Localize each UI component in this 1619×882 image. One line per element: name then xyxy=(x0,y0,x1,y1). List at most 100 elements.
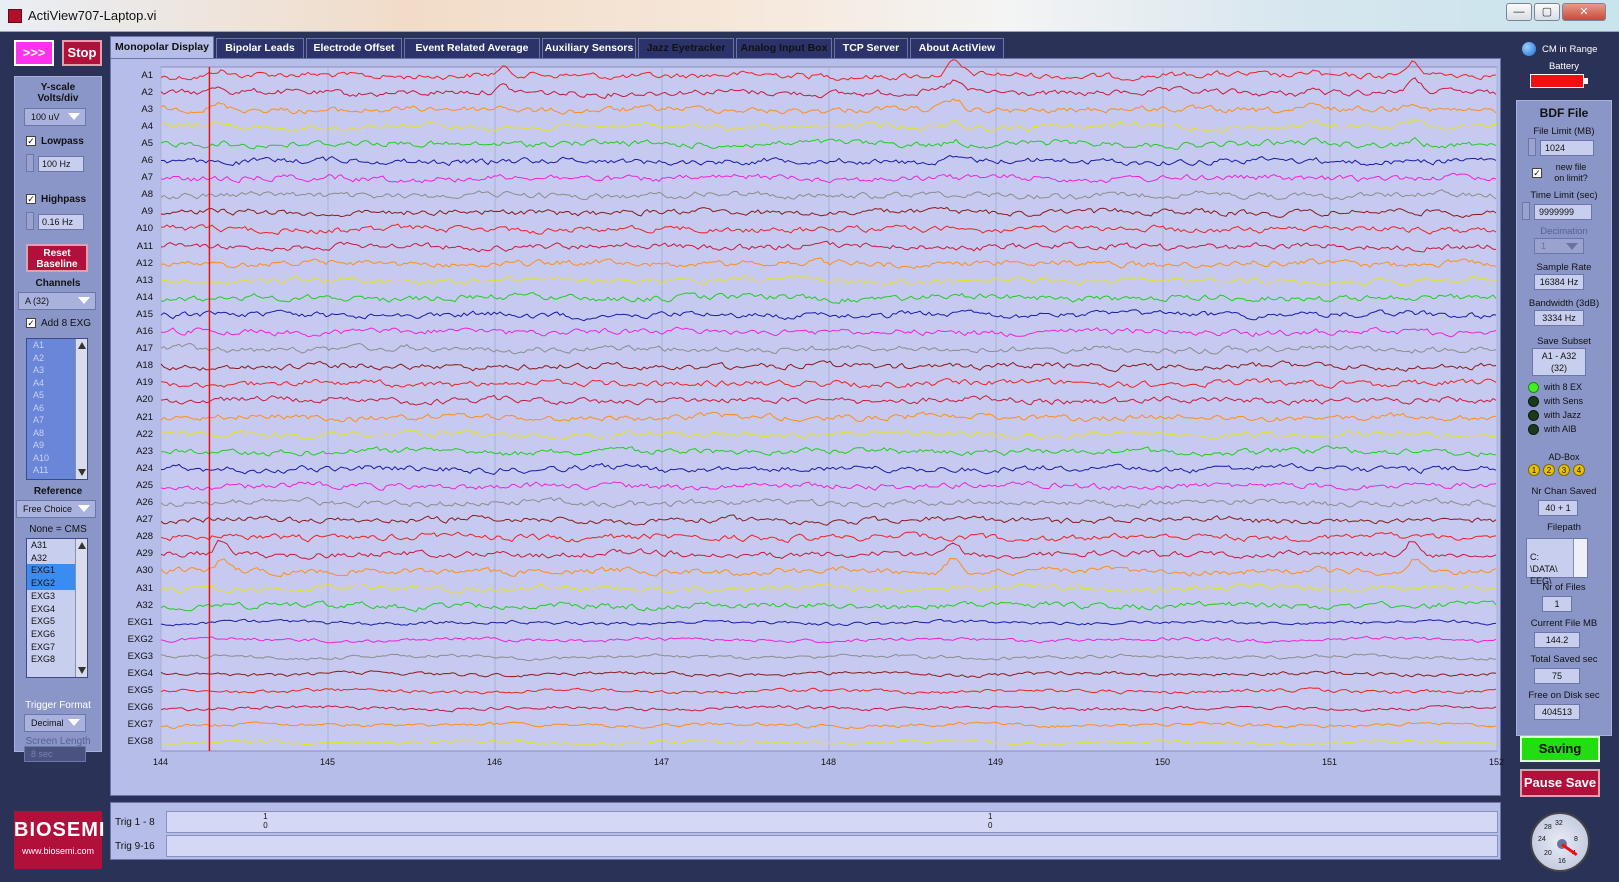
reference-list-scrollbar[interactable] xyxy=(75,539,87,677)
add-exg-checkbox[interactable]: ✓ xyxy=(26,318,36,328)
start-button[interactable]: >>> xyxy=(14,40,54,66)
speed-dial[interactable]: 328162428204 xyxy=(1530,812,1590,872)
minimize-button[interactable]: — xyxy=(1506,3,1532,21)
channel-label: EXG3 xyxy=(127,650,153,662)
battery-indicator xyxy=(1530,74,1588,88)
reference-list-item[interactable]: EXG3 xyxy=(31,590,56,601)
eeg-plot-area: A1 A2 A3 A4 A5 A6 A7 A8 A9 A10 A11 A12 A13 A14 A15 A16 A… xyxy=(110,58,1504,796)
reference-list-item[interactable]: A31 xyxy=(31,540,48,550)
x-tick-label: 146 xyxy=(487,757,503,767)
trace-a31 xyxy=(160,583,1497,594)
tab-auxiliary-sensors[interactable]: Auxiliary Sensors xyxy=(542,38,636,58)
channels-select[interactable]: A (32) xyxy=(18,292,96,310)
lowpass-stepper[interactable] xyxy=(26,154,34,172)
reference-list-item[interactable]: EXG6 xyxy=(31,628,56,639)
save-subset-label: Save Subset xyxy=(1537,336,1591,347)
channel-list-item[interactable]: A5 xyxy=(33,390,45,400)
trigger-marker-bottom: 0 xyxy=(263,821,268,830)
tab-analog-input-box[interactable]: Analog Input Box xyxy=(736,38,832,58)
reference-list-item[interactable]: EXG5 xyxy=(31,616,56,627)
filepath-scrollbar[interactable] xyxy=(1573,539,1587,577)
trace-a30 xyxy=(160,557,1497,578)
channel-list-item[interactable]: A11 xyxy=(33,465,49,475)
total-saved-value: 75 xyxy=(1534,668,1580,684)
reference-list-item[interactable]: EXG7 xyxy=(31,641,56,652)
reference-list-item[interactable]: EXG2 xyxy=(27,577,87,590)
scroll-up-icon[interactable] xyxy=(78,342,86,349)
reference-list-item[interactable]: A32 xyxy=(31,552,48,563)
reference-list-item[interactable]: EXG8 xyxy=(31,654,56,665)
scroll-down-icon[interactable] xyxy=(78,667,86,674)
file-limit-stepper[interactable] xyxy=(1528,138,1536,156)
app-icon xyxy=(8,9,22,23)
lowpass-input[interactable]: 100 Hz xyxy=(38,156,84,172)
tab-about-actiview[interactable]: About ActiView xyxy=(910,38,1004,58)
adbox-indicator: 1 xyxy=(1528,464,1540,476)
time-limit-input[interactable]: 9999999 xyxy=(1534,204,1592,220)
trace-a18 xyxy=(160,360,1497,373)
channel-list-item[interactable]: A1 xyxy=(33,340,45,350)
trace-a29 xyxy=(160,539,1497,560)
pause-save-button[interactable]: Pause Save xyxy=(1520,769,1600,797)
file-limit-input[interactable]: 1024 xyxy=(1540,140,1594,156)
channel-list-scrollbar[interactable] xyxy=(75,339,87,479)
x-tick-label: 145 xyxy=(320,757,336,767)
lowpass-checkbox[interactable]: ✓ xyxy=(26,136,36,146)
channel-label: A1 xyxy=(141,69,153,81)
highpass-input[interactable]: 0.16 Hz xyxy=(38,214,84,230)
channel-list-item[interactable]: A2 xyxy=(33,352,45,363)
trace-a17 xyxy=(160,342,1497,355)
trigger-format-select[interactable]: Decimal xyxy=(24,714,86,732)
channel-listbox[interactable]: A1 A2 A3 A4 A5 A6 A7 A8 A9 A10 A11 xyxy=(26,338,88,480)
channel-list-item[interactable]: A7 xyxy=(33,415,45,425)
reset-baseline-button[interactable]: Reset Baseline xyxy=(26,244,88,272)
channel-list-item[interactable]: A4 xyxy=(33,377,45,388)
total-saved-label: Total Saved sec xyxy=(1530,654,1598,665)
channel-label: A18 xyxy=(136,360,153,372)
channel-list-item[interactable]: A6 xyxy=(33,402,45,413)
tab-bipolar-leads[interactable]: Bipolar Leads xyxy=(216,38,304,58)
reference-listbox[interactable]: A31 A32 EXG1 EXG2 EXG3 EXG4 EXG5 EXG6 EXG7 EXG8 xyxy=(26,538,88,678)
channel-list-item[interactable]: A3 xyxy=(33,365,45,375)
reference-list-item[interactable]: EXG1 xyxy=(27,564,87,578)
with-led-label: with 8 EX xyxy=(1544,382,1583,392)
save-subset-select[interactable]: A1 - A32 (32) xyxy=(1532,348,1586,376)
time-limit-stepper[interactable] xyxy=(1522,202,1530,220)
highpass-checkbox[interactable]: ✓ xyxy=(26,194,36,204)
new-file-checkbox[interactable]: ✓ xyxy=(1532,168,1542,178)
current-mb-value: 144.2 xyxy=(1534,632,1580,648)
screen-length-select: 8 sec xyxy=(24,746,86,762)
stop-button[interactable]: Stop xyxy=(62,40,102,66)
trace-exg8 xyxy=(160,738,1497,747)
trace-a16 xyxy=(160,326,1497,338)
highpass-stepper[interactable] xyxy=(26,212,34,230)
tab-tcp-server[interactable]: TCP Server xyxy=(834,38,908,58)
channel-list-item[interactable]: A9 xyxy=(33,440,45,450)
saving-button[interactable]: Saving xyxy=(1520,736,1600,762)
reference-select[interactable]: Free Choice xyxy=(16,500,96,518)
tab-event-related-average[interactable]: Event Related Average xyxy=(404,38,540,58)
current-mb-label: Current File MB xyxy=(1530,618,1598,629)
yscale-select[interactable]: 100 uV xyxy=(24,108,86,126)
reference-list-item[interactable]: EXG4 xyxy=(31,603,56,614)
channel-label: A7 xyxy=(141,172,153,184)
channel-list-item[interactable]: A8 xyxy=(33,427,45,438)
filepath-input[interactable]: C: \DATA\ EEG\ xyxy=(1526,538,1588,586)
scroll-down-icon[interactable] xyxy=(78,469,86,476)
with-led-indicator xyxy=(1528,396,1539,407)
tab-jazz-eyetracker[interactable]: Jazz Eyetracker xyxy=(638,38,734,58)
channel-label: A28 xyxy=(136,531,153,543)
file-limit-label: File Limit (MB) xyxy=(1533,126,1595,137)
close-button[interactable]: ✕ xyxy=(1562,3,1606,21)
tab-electrode-offset[interactable]: Electrode Offset xyxy=(306,38,402,58)
scroll-up-icon[interactable] xyxy=(78,542,86,549)
channel-label: A29 xyxy=(136,548,153,560)
lowpass-label: Lowpass xyxy=(41,136,84,147)
tab-monopolar-display[interactable]: Monopolar Display xyxy=(110,36,214,58)
maximize-button[interactable]: ▢ xyxy=(1534,3,1560,21)
trace-a23 xyxy=(160,445,1497,458)
trace-a27 xyxy=(160,514,1497,526)
channel-list-item[interactable]: A10 xyxy=(33,452,50,463)
trace-a13 xyxy=(160,274,1497,287)
channel-label: A14 xyxy=(136,291,153,303)
